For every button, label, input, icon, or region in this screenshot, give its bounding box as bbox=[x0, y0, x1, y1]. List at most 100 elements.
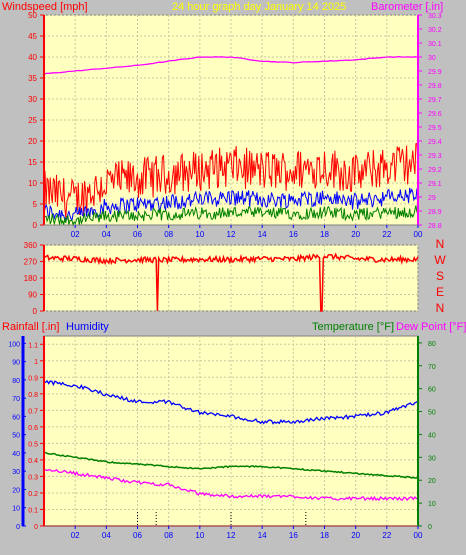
rainfall-tick-label: 0.5 bbox=[28, 441, 38, 448]
windspeed-tick-label: 30 bbox=[28, 95, 37, 104]
rainfall-tick-label: 0.7 bbox=[28, 408, 38, 415]
windspeed-tick-label: 45 bbox=[28, 32, 37, 41]
barometer-tick-label: 29.5 bbox=[428, 125, 442, 132]
time-tick-label: 02 bbox=[71, 531, 80, 540]
humidity-tick-label: 10 bbox=[12, 506, 20, 513]
wind-direction-line bbox=[43, 252, 419, 312]
rainfall-tick-label: 0.4 bbox=[28, 458, 38, 465]
windspeed-tick-label: 25 bbox=[28, 116, 37, 125]
temperature-tick-label: 0 bbox=[428, 524, 432, 531]
barometer-tick-label: 29.2 bbox=[428, 167, 442, 174]
time-tick-label: 10 bbox=[195, 531, 204, 540]
wind-baro-axes: 0 5 10 15 20 25 30 35 40 45 50 28.8 28.9 29 29.1 29.2 29… bbox=[28, 11, 442, 239]
humidity-tick-label: 60 bbox=[12, 414, 20, 421]
barometer-tick-label: 29.8 bbox=[428, 83, 442, 90]
humidity-tick-label: 30 bbox=[12, 469, 20, 476]
direction-tick-label: 90 bbox=[28, 291, 37, 300]
compass-label: E bbox=[436, 285, 444, 299]
humidity-axis-label: Humidity bbox=[66, 321, 109, 333]
time-tick-label: 22 bbox=[382, 531, 391, 540]
windspeed-tick-label: 20 bbox=[28, 137, 37, 146]
dewpoint-line bbox=[43, 468, 419, 502]
barometer-tick-label: 29.1 bbox=[428, 181, 442, 188]
windspeed-tick-label: 35 bbox=[28, 74, 37, 83]
time-tick-label: 12 bbox=[227, 230, 236, 239]
temperature-tick-label: 80 bbox=[428, 341, 436, 348]
windspeed-tick-label: 50 bbox=[28, 11, 37, 20]
rainfall-tick-label: 0.8 bbox=[28, 392, 38, 399]
wind-low-line bbox=[43, 205, 419, 227]
temperature-tick-label: 30 bbox=[428, 455, 436, 462]
time-tick-label: 22 bbox=[382, 230, 391, 239]
windspeed-tick-label: 0 bbox=[33, 221, 38, 230]
time-tick-label: 06 bbox=[133, 230, 142, 239]
barometer-tick-label: 30.1 bbox=[428, 41, 442, 48]
time-tick-label: 08 bbox=[164, 531, 173, 540]
windspeed-tick-label: 5 bbox=[33, 200, 38, 209]
humidity-tick-label: 0 bbox=[16, 524, 20, 531]
time-tick-label: 06 bbox=[133, 531, 142, 540]
temperature-tick-label: 60 bbox=[428, 387, 436, 394]
barometer-tick-label: 30.2 bbox=[428, 27, 442, 34]
barometer-tick-label: 29.6 bbox=[428, 111, 442, 118]
rainfall-tick-label: 0.6 bbox=[28, 425, 38, 432]
time-tick-label: 18 bbox=[320, 531, 329, 540]
humidity-tick-label: 100 bbox=[8, 341, 20, 348]
direction-tick-label: 0 bbox=[33, 307, 38, 316]
rainfall-tick-label: 0.9 bbox=[28, 375, 38, 382]
rainfall-tick-label: 0 bbox=[34, 524, 38, 531]
rainfall-tick-label: 1.1 bbox=[28, 342, 38, 349]
temperature-tick-label: 20 bbox=[428, 478, 436, 485]
barometer-tick-label: 29.4 bbox=[428, 139, 442, 146]
barometer-tick-label: 29.7 bbox=[428, 97, 442, 104]
barometer-tick-label: 28.8 bbox=[428, 223, 442, 230]
barometer-tick-label: 29.9 bbox=[428, 69, 442, 76]
barometer-tick-label: 29 bbox=[428, 195, 436, 202]
direction-tick-label: 180 bbox=[24, 274, 38, 283]
time-tick-label: 20 bbox=[351, 230, 360, 239]
rainfall-tick-label: 0.1 bbox=[28, 507, 38, 514]
temp-hum-plot-area bbox=[43, 335, 419, 527]
temperature-tick-label: 40 bbox=[428, 432, 436, 439]
humidity-tick-label: 20 bbox=[12, 487, 20, 494]
barometer-tick-label: 30 bbox=[428, 55, 436, 62]
compass-label: N bbox=[436, 301, 445, 315]
chart-title: 24 hour graph day January 14 2025 bbox=[172, 1, 346, 13]
time-tick-label: 14 bbox=[258, 531, 267, 540]
windspeed-tick-label: 15 bbox=[28, 158, 37, 167]
time-tick-label: 18 bbox=[320, 230, 329, 239]
humidity-tick-label: 70 bbox=[12, 396, 20, 403]
time-tick-label: 16 bbox=[289, 230, 298, 239]
rainfall-axis-label: Rainfall [.in] bbox=[2, 321, 59, 333]
rainfall-tick-label: 0.3 bbox=[28, 474, 38, 481]
wind-baro-series bbox=[43, 56, 419, 227]
wind-gust-line bbox=[43, 142, 419, 219]
compass-label: S bbox=[436, 269, 444, 283]
windspeed-tick-label: 10 bbox=[28, 179, 37, 188]
barometer-line bbox=[43, 56, 419, 75]
time-tick-label: 10 bbox=[195, 230, 204, 239]
time-tick-label: 04 bbox=[102, 230, 111, 239]
humidity-tick-label: 40 bbox=[12, 451, 20, 458]
direction-tick-label: 360 bbox=[24, 241, 38, 250]
humidity-tick-label: 90 bbox=[12, 360, 20, 367]
barometer-axis-label: Barometer [.in] bbox=[371, 1, 443, 13]
time-tick-label: 16 bbox=[289, 531, 298, 540]
rainfall-tick-label: 1 bbox=[34, 359, 38, 366]
windspeed-axis-label: Windspeed [mph] bbox=[2, 1, 88, 13]
dewpoint-axis-label: Dew Point [°F] bbox=[396, 321, 466, 333]
humidity-tick-label: 50 bbox=[12, 433, 20, 440]
rainfall-tick-label: 0.2 bbox=[28, 491, 38, 498]
time-tick-label: 08 bbox=[164, 230, 173, 239]
windspeed-tick-label: 40 bbox=[28, 53, 37, 62]
temperature-line bbox=[43, 451, 419, 479]
temperature-axis-label: Temperature [°F] bbox=[312, 321, 394, 333]
wind-average-line bbox=[43, 187, 419, 223]
compass-label: N bbox=[436, 237, 445, 251]
temperature-tick-label: 70 bbox=[428, 364, 436, 371]
wind-direction-grid bbox=[44, 244, 419, 312]
time-tick-label: 20 bbox=[351, 531, 360, 540]
